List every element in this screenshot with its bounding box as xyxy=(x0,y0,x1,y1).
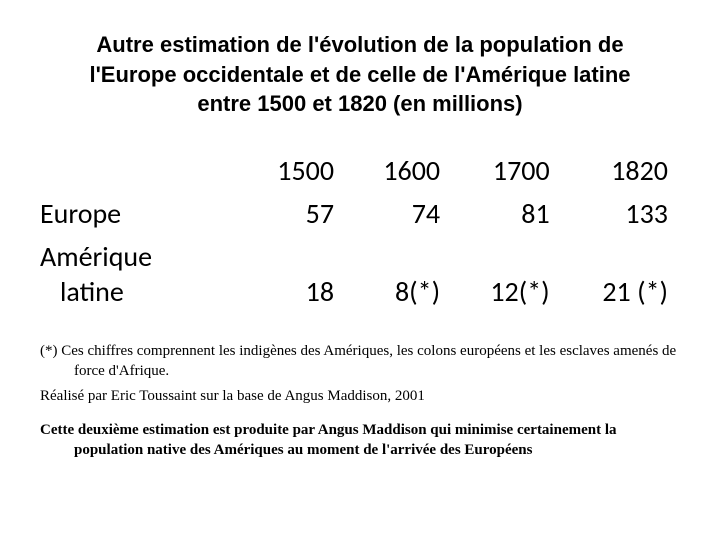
footnote-source: Réalisé par Eric Toussaint sur la base d… xyxy=(40,386,680,406)
closing-note: Cette deuxième estimation est produite p… xyxy=(40,420,680,461)
table-cell: 12(*) xyxy=(452,235,562,313)
table-header-year: 1700 xyxy=(452,149,562,192)
table-header-year: 1600 xyxy=(346,149,452,192)
table-cell: 18 xyxy=(240,235,346,313)
page-title: Autre estimation de l'évolution de la po… xyxy=(40,30,680,119)
table-cell: 74 xyxy=(346,192,452,235)
table-cell: 133 xyxy=(562,192,680,235)
table-cell: 21 (*) xyxy=(562,235,680,313)
table-cell: 8(*) xyxy=(346,235,452,313)
table-row: Amérique latine 18 8(*) 12(*) 21 (*) xyxy=(40,235,680,313)
table-row: Europe 57 74 81 133 xyxy=(40,192,680,235)
footnote-asterisk: (*) Ces chiffres comprennent les indigèn… xyxy=(40,341,680,382)
table-header-blank xyxy=(40,149,240,192)
table-header-year: 1500 xyxy=(240,149,346,192)
table-header-year: 1820 xyxy=(562,149,680,192)
population-table: 1500 1600 1700 1820 Europe 57 74 81 133 … xyxy=(40,149,680,313)
table-cell: 57 xyxy=(240,192,346,235)
table-row-label: Amérique latine xyxy=(40,235,240,313)
table-cell: 81 xyxy=(452,192,562,235)
table-row-label: Europe xyxy=(40,192,240,235)
